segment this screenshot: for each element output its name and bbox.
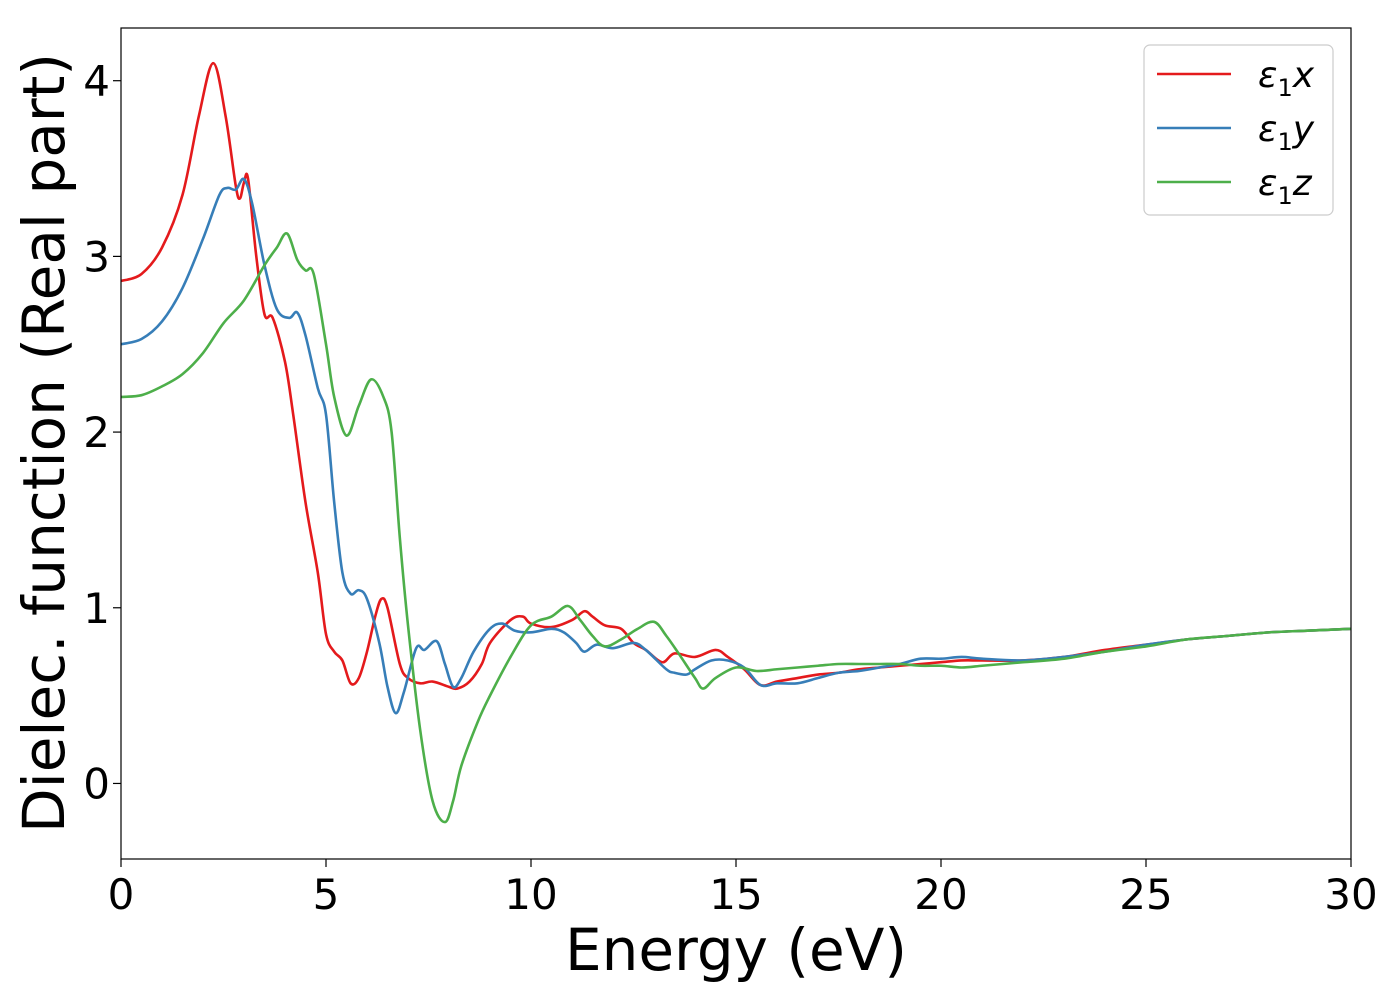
x-tick-label: 0 — [108, 870, 135, 919]
series-layer — [121, 61, 1351, 824]
x-tick-label: 15 — [709, 870, 762, 919]
y-tick-label: 2 — [83, 408, 110, 457]
x-tick-label: 25 — [1119, 870, 1172, 919]
y-tick-label: 0 — [83, 759, 110, 808]
y-tick-label: 1 — [83, 584, 110, 633]
legend-label-z: ε1z — [1258, 163, 1313, 210]
y-axis-label: Dielec. function (Real part) — [10, 53, 78, 833]
x-axis-label: Energy (eV) — [565, 916, 907, 984]
legend-label-x: ε1x — [1258, 55, 1315, 102]
x-tick-label: 30 — [1324, 870, 1377, 919]
y-tick-label: 3 — [83, 232, 110, 281]
legend: ε1x ε1y ε1z — [1143, 44, 1334, 216]
x-tick-label: 20 — [914, 870, 967, 919]
series-line-y — [121, 177, 1351, 715]
series-line-z — [121, 232, 1351, 824]
y-axis: 0 1 2 3 4 — [83, 57, 121, 808]
legend-box — [1143, 44, 1334, 216]
x-tick-label: 10 — [504, 870, 557, 919]
legend-label-y: ε1y — [1258, 109, 1315, 156]
y-tick-label: 4 — [83, 57, 110, 106]
x-axis: 0 5 10 15 20 25 30 — [108, 859, 1378, 919]
x-tick-label: 5 — [313, 870, 340, 919]
